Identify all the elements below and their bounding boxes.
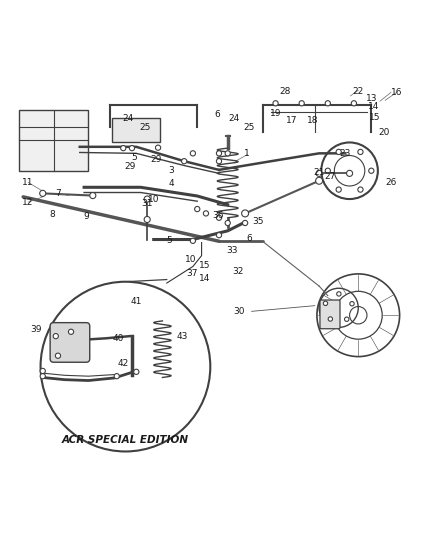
Text: 23: 23 [339,149,351,158]
Text: 5: 5 [131,153,137,162]
Text: 29: 29 [150,156,162,164]
Text: 6: 6 [247,233,252,243]
Text: 25: 25 [139,123,151,132]
Text: 22: 22 [353,86,364,95]
Text: 24: 24 [229,114,240,123]
Circle shape [323,301,328,305]
Text: 14: 14 [199,274,211,283]
Circle shape [316,177,322,184]
Circle shape [316,171,322,176]
Circle shape [336,149,341,155]
Text: 13: 13 [366,94,377,103]
Text: 16: 16 [391,88,403,97]
Text: 9: 9 [83,212,89,221]
Text: 3: 3 [168,166,174,175]
Circle shape [216,151,222,156]
Circle shape [90,192,96,199]
Circle shape [40,368,46,374]
Circle shape [225,220,230,225]
Circle shape [114,374,119,379]
Text: 18: 18 [307,116,318,125]
Text: 20: 20 [379,128,390,137]
Text: 26: 26 [385,177,396,187]
Text: 25: 25 [244,123,255,132]
Text: 43: 43 [177,332,188,341]
Circle shape [225,151,230,156]
Circle shape [351,101,357,106]
Circle shape [328,317,332,321]
Text: 7: 7 [55,189,61,198]
Text: 19: 19 [270,109,281,118]
Circle shape [216,215,222,220]
Circle shape [216,158,222,164]
Circle shape [242,210,249,217]
Text: 30: 30 [233,307,244,316]
FancyBboxPatch shape [50,322,90,362]
Text: 5: 5 [166,236,172,245]
Circle shape [346,171,353,176]
Text: 14: 14 [368,102,379,111]
Circle shape [325,168,330,173]
Text: 4: 4 [168,179,174,188]
Text: 11: 11 [22,178,33,187]
Text: 37: 37 [186,269,198,278]
Text: 6: 6 [214,110,220,119]
Circle shape [129,146,134,151]
Circle shape [194,206,200,212]
Circle shape [350,302,354,306]
Circle shape [120,146,126,151]
Text: 40: 40 [112,334,124,343]
Text: 15: 15 [369,112,381,122]
Circle shape [53,334,58,339]
Circle shape [144,196,150,202]
Text: ACR SPECIAL EDITION: ACR SPECIAL EDITION [62,435,189,445]
Circle shape [299,101,304,106]
Text: 10: 10 [148,195,159,204]
Circle shape [40,190,46,197]
Circle shape [273,101,278,106]
Text: 31: 31 [141,199,153,208]
Text: 29: 29 [124,162,135,171]
Circle shape [337,292,341,296]
Circle shape [40,374,46,379]
Circle shape [336,187,341,192]
Text: 39: 39 [31,325,42,334]
Text: 41: 41 [131,297,142,306]
Text: 27: 27 [324,172,336,181]
Circle shape [55,353,60,358]
Text: 10: 10 [185,255,197,264]
Text: 21: 21 [314,168,325,177]
FancyBboxPatch shape [19,110,88,171]
Circle shape [203,211,208,216]
Text: 17: 17 [286,116,298,125]
Circle shape [155,145,161,150]
Circle shape [41,282,210,451]
Text: 24: 24 [122,114,133,123]
Text: 15: 15 [199,261,210,270]
Circle shape [134,369,139,375]
FancyBboxPatch shape [320,300,340,329]
Circle shape [358,187,363,192]
Circle shape [182,158,187,164]
Text: 1: 1 [244,149,250,158]
Circle shape [243,220,248,225]
Text: 28: 28 [279,86,291,95]
Circle shape [190,151,195,156]
Text: 8: 8 [50,210,56,219]
Circle shape [68,329,74,334]
Circle shape [190,238,195,244]
Text: 33: 33 [226,246,238,255]
Text: 32: 32 [232,267,244,276]
FancyBboxPatch shape [113,118,160,142]
Text: 35: 35 [252,217,264,226]
Circle shape [345,317,349,321]
Circle shape [369,168,374,173]
Text: 12: 12 [22,198,33,207]
Circle shape [358,149,363,155]
Text: 36: 36 [212,211,224,220]
Circle shape [325,101,330,106]
Circle shape [216,232,222,238]
Circle shape [144,216,150,223]
Text: 42: 42 [118,359,129,368]
